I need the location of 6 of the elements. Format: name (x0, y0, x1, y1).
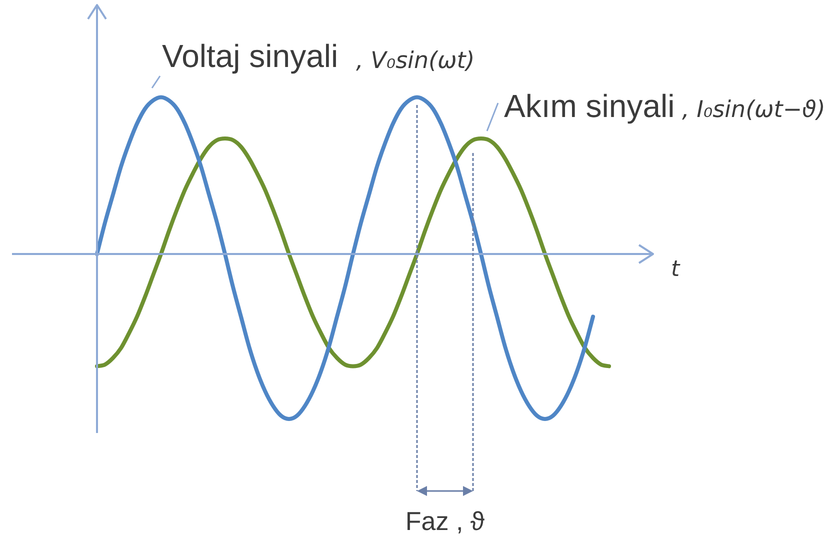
text: , I₀sin(ωt−ϑ) (682, 97, 826, 123)
series-label: Akım sinyali (504, 88, 675, 124)
text: Faz , ϑ (405, 506, 486, 536)
series-label: Voltaj sinyali (162, 38, 338, 74)
x-axis-title: t (671, 257, 681, 282)
text: , V₀sin(ωt) (356, 48, 475, 74)
